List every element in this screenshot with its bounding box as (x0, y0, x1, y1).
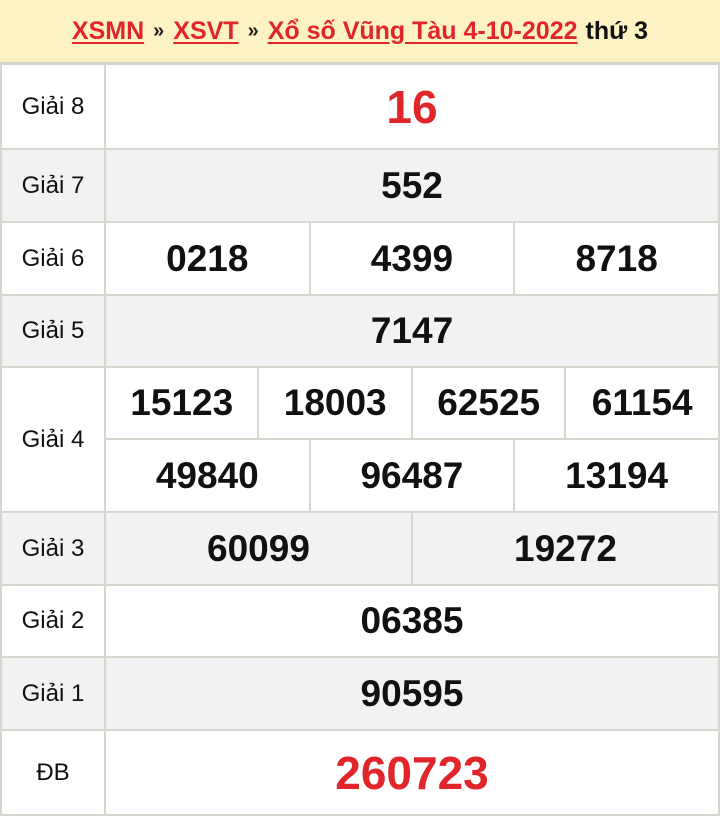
prize-value: 16 (104, 63, 720, 150)
prize-value: 18003 (257, 366, 413, 440)
breadcrumb-link-xsmn[interactable]: XSMN (71, 16, 145, 45)
prize-label: Giải 6 (0, 221, 106, 296)
prize-label: Giải 5 (0, 294, 106, 368)
prize-label: Giải 7 (0, 148, 106, 223)
prize-value: 61154 (564, 366, 720, 440)
table-row-g3: Giải 3 60099 19272 (0, 511, 720, 586)
table-row-g2: Giải 2 06385 (0, 584, 720, 658)
prize-value: 90595 (104, 656, 720, 731)
table-row-g8: Giải 8 16 (0, 63, 720, 150)
prize-value: 19272 (410, 511, 720, 586)
weekday-label: thứ 3 (585, 16, 649, 45)
table-row-g6: Giải 6 0218 4399 8718 (0, 221, 720, 296)
prize-value: 8718 (513, 221, 720, 296)
prize-label: Giải 4 (0, 366, 106, 513)
prize-value: 7147 (104, 294, 720, 368)
prize-value: 4399 (308, 221, 516, 296)
special-prize-value: 260723 (104, 729, 720, 816)
prize-label: Giải 8 (0, 63, 106, 150)
table-row-g7: Giải 7 552 (0, 148, 720, 223)
prize-value: 0218 (104, 221, 311, 296)
prize-value: 15123 (103, 366, 260, 440)
breadcrumb-separator: » (153, 19, 165, 42)
results-table: Giải 8 16 Giải 7 552 Giải 6 0218 4399 87… (0, 63, 720, 816)
prize-value: 13194 (513, 438, 720, 513)
prize-label: Giải 3 (0, 511, 106, 586)
prize-label: Giải 2 (0, 584, 106, 658)
prize-value: 60099 (104, 511, 413, 586)
prize-value: 06385 (104, 584, 720, 658)
prize-label: ĐB (0, 729, 106, 816)
prize-value: 96487 (308, 438, 516, 513)
prize-label: Giải 1 (0, 656, 106, 731)
table-row-g4: Giải 4 15123 18003 62525 61154 (0, 366, 720, 513)
breadcrumb: XSMN » XSVT » Xổ số Vũng Tàu 4-10-2022 t… (0, 0, 720, 63)
table-row-special: ĐB 260723 (0, 729, 720, 816)
prize-value: 49840 (104, 438, 311, 513)
prize-value: 552 (104, 148, 720, 223)
breadcrumb-link-xsvt[interactable]: XSVT (173, 16, 239, 45)
table-row-g4-second: 49840 96487 13194 (1, 438, 720, 513)
prize-value: 62525 (410, 366, 567, 440)
breadcrumb-link-date[interactable]: Xổ số Vũng Tàu 4-10-2022 (267, 16, 578, 45)
breadcrumb-separator: » (247, 19, 259, 42)
table-row-g1: Giải 1 90595 (0, 656, 720, 731)
table-row-g5: Giải 5 7147 (0, 294, 720, 368)
